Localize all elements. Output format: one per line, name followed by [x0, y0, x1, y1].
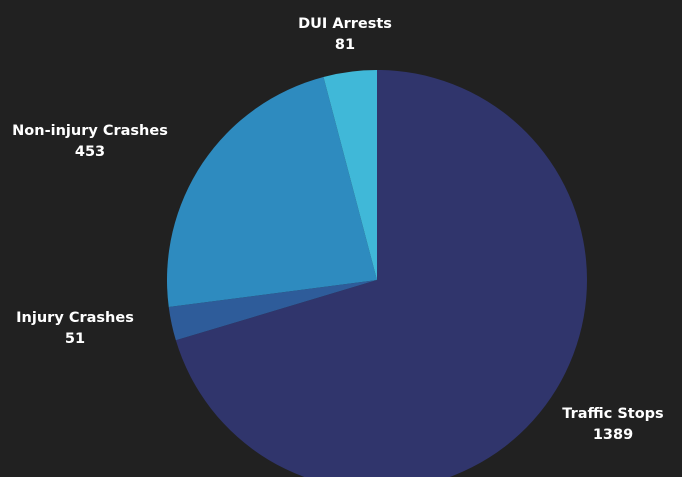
label-injury-crashes-value: 51 [64, 331, 86, 347]
label-traffic-stops: Traffic Stops 1389 [562, 404, 663, 446]
label-injury-crashes: Injury Crashes 51 [16, 308, 134, 350]
label-non-injury-crashes-value: 453 [74, 144, 106, 160]
label-traffic-stops-name: Traffic Stops [562, 406, 664, 422]
label-injury-crashes-name: Injury Crashes [16, 310, 134, 326]
label-dui-arrests-value: 81 [334, 37, 356, 53]
label-non-injury-crashes: Non-injury Crashes 453 [12, 121, 168, 163]
pie-slice-non-injury-crashes [166, 76, 377, 307]
pie-slice-traffic-stops [175, 70, 587, 477]
pie-slice-injury-crashes [168, 280, 377, 341]
pie-slice-dui-arrests [323, 70, 377, 280]
label-dui-arrests: DUI Arrests 81 [298, 14, 392, 56]
label-non-injury-crashes-name: Non-injury Crashes [12, 123, 168, 139]
label-traffic-stops-value: 1389 [592, 427, 634, 443]
label-dui-arrests-name: DUI Arrests [298, 16, 392, 32]
